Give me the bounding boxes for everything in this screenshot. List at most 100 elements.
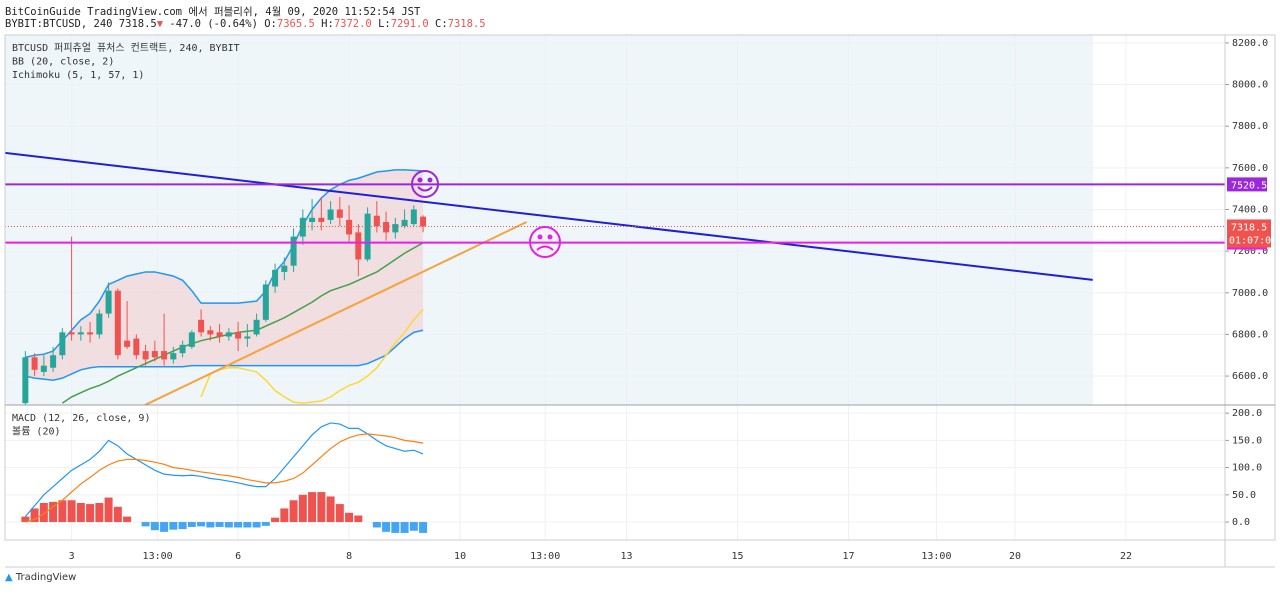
histogram-bar — [197, 522, 206, 527]
candle-body — [124, 340, 131, 347]
candle-body — [253, 319, 260, 335]
candle-body — [392, 224, 399, 233]
level-tag — [1227, 177, 1267, 192]
candle-body — [68, 332, 75, 335]
candle-body — [299, 217, 306, 237]
histogram-bar — [160, 522, 169, 532]
candle-body — [133, 338, 140, 356]
candle-body — [40, 365, 47, 372]
candle-body — [272, 269, 279, 287]
candle-body — [161, 351, 168, 360]
chart: 6600.0 6800.0 7000.0 7200.0 7400.0 7600.0 7800… — [4, 34, 1277, 568]
histogram-bar — [345, 512, 354, 523]
histogram-bar — [252, 522, 261, 528]
y-tick-label: 150.0 — [1232, 435, 1262, 446]
symbol: BYBIT:BTCUSD, 240 — [5, 18, 113, 30]
legend-entry: 볼륨 (20) — [12, 426, 61, 438]
ohlc-value: 7365.5 — [276, 18, 315, 30]
macd-line — [25, 433, 424, 523]
histogram-bar — [104, 497, 113, 523]
histogram-bar — [39, 502, 48, 523]
histogram-bar — [141, 522, 150, 527]
x-tick-label: 13:00 — [143, 551, 173, 562]
y-tick-label: 7000.0 — [1232, 288, 1268, 299]
candle-body — [281, 265, 288, 272]
candle-body — [96, 313, 103, 335]
x-tick-label: 6 — [235, 551, 241, 562]
legend-entry: BB (20, close, 2) — [12, 57, 114, 68]
candle-body — [225, 332, 232, 337]
y-tick-label: 50.0 — [1232, 490, 1256, 501]
histogram-bar — [308, 492, 317, 523]
change: -47.0 (-0.64%) — [169, 18, 258, 30]
candle-body — [336, 209, 343, 218]
x-tick-label: 13:00 — [530, 551, 560, 562]
histogram-bar — [206, 522, 215, 528]
ohlc-value: 7372.0 — [333, 18, 372, 30]
trend-line — [144, 221, 528, 405]
histogram-bar — [335, 504, 344, 523]
publisher: BitCoinGuide TradingView.com 에서 퍼블리쉬, 4월… — [5, 6, 421, 18]
candle-body — [364, 213, 371, 260]
histogram-bar — [215, 522, 224, 527]
histogram-bar — [21, 516, 30, 523]
candle-body — [410, 209, 417, 225]
legend-entry: BTCUSD 퍼피츄얼 퓨처스 컨트랙트, 240, BYBIT — [12, 42, 240, 54]
candle-body — [179, 344, 186, 354]
x-tick-label: 22 — [1120, 551, 1132, 562]
histogram-bar — [86, 504, 95, 523]
histogram-bar — [58, 500, 67, 523]
indicator-line — [200, 308, 424, 404]
y-tick-label: 8200.0 — [1232, 38, 1268, 49]
x-tick-label: 13 — [621, 551, 633, 562]
histogram-bar — [224, 522, 233, 528]
legend-entry: Ichimoku (5, 1, 57, 1) — [12, 70, 144, 81]
histogram-bar — [409, 522, 418, 531]
candle-body — [244, 336, 251, 339]
frown — [529, 226, 561, 258]
ohlc-label: O: — [264, 18, 277, 30]
histogram-bar — [187, 522, 196, 527]
y-tick-label: 8000.0 — [1232, 80, 1268, 91]
histogram-bar — [382, 522, 391, 532]
candle-body — [142, 351, 149, 360]
y-tick-label: 6600.0 — [1232, 371, 1268, 382]
ohlc-label: H: — [321, 18, 334, 30]
indicator-line — [25, 169, 424, 359]
candle-body — [31, 357, 38, 370]
histogram-bar — [49, 501, 58, 523]
candle-body — [188, 332, 195, 347]
histogram-bar — [271, 517, 280, 523]
x-tick-label: 3 — [69, 551, 75, 562]
candle-body — [373, 215, 380, 227]
histogram-bar — [372, 522, 381, 528]
histogram-bar — [354, 515, 363, 523]
candle-body — [77, 332, 84, 335]
histogram-bar — [243, 522, 252, 528]
brand: TradingView — [15, 572, 77, 583]
candle-body — [290, 236, 297, 266]
indicator-line — [25, 329, 424, 381]
histogram-bar — [30, 508, 39, 523]
histogram-bar — [178, 522, 187, 530]
y-tick-label: 7400.0 — [1232, 204, 1268, 215]
change-arrow: ▼ — [156, 18, 164, 30]
histogram-bar — [280, 508, 289, 523]
histogram-bar — [76, 502, 85, 523]
footer: ▲ TradingView — [5, 572, 77, 583]
y-tick-label: 7600.0 — [1232, 163, 1268, 174]
legend-entry: MACD (12, 26, close, 9) — [12, 413, 150, 424]
histogram-bar — [123, 516, 132, 523]
x-tick-label: 17 — [843, 551, 855, 562]
histogram-bar — [326, 496, 335, 523]
candle-body — [198, 319, 205, 333]
candle-body — [262, 284, 269, 320]
y-tick-label: 0.0 — [1232, 517, 1250, 528]
x-tick-label: 15 — [732, 551, 744, 562]
ohlc-label: C: — [435, 18, 448, 30]
candle-body — [22, 357, 29, 404]
histogram-bar — [289, 500, 298, 523]
candle-body — [87, 332, 94, 335]
x-tick-label: 13:00 — [921, 551, 951, 562]
y-tick-label: 7200.0 — [1232, 246, 1268, 257]
